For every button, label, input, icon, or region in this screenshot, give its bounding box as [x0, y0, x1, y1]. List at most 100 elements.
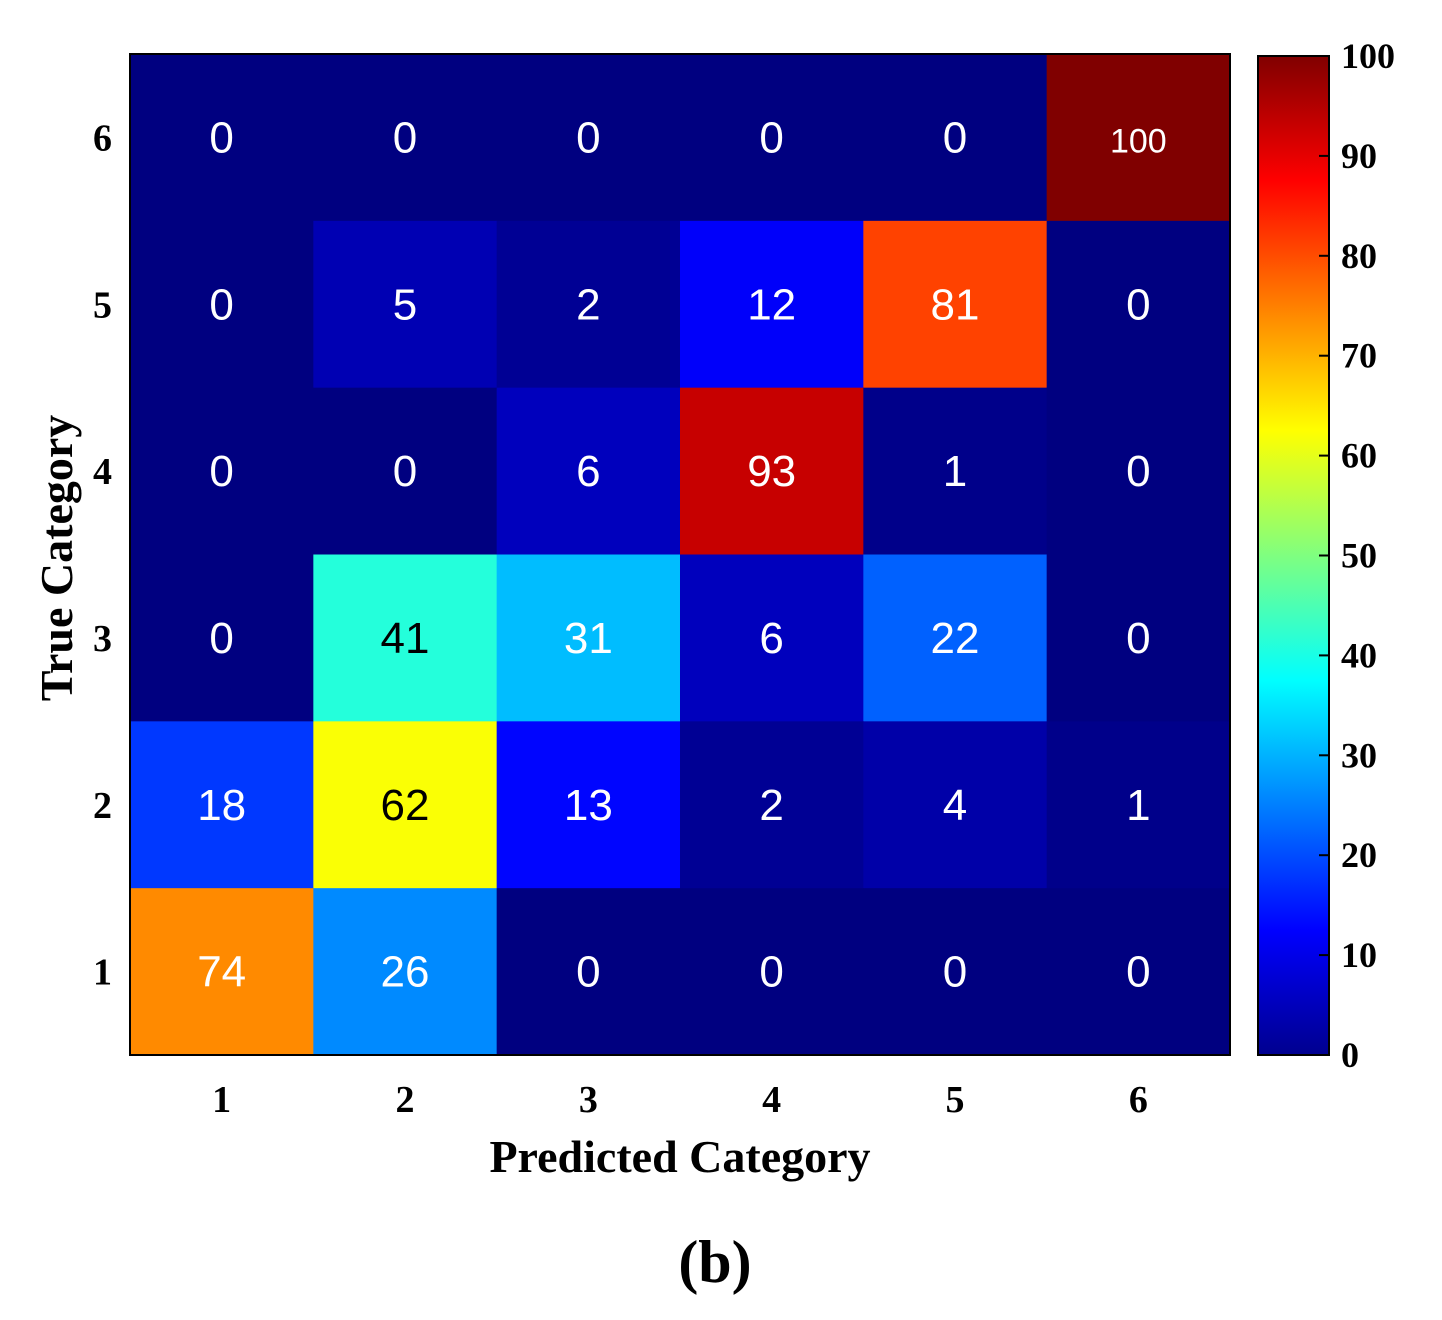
- cell-true-6-pred-6: [1046, 54, 1231, 222]
- cell-value: 12: [747, 280, 796, 329]
- cell-value: 2: [576, 280, 600, 329]
- cell-true-5-pred-2: [313, 220, 498, 389]
- cell-value: 0: [759, 113, 783, 162]
- plot-frame: [129, 53, 1231, 1056]
- x-axis-ticks: 1 2 3 4 5 6: [212, 1079, 1148, 1121]
- cell-value: 0: [209, 113, 233, 162]
- y-axis-label: True Category: [31, 415, 82, 702]
- cell-true-6-pred-3: [496, 54, 681, 222]
- colorbar-tick-label: 30: [1341, 735, 1377, 775]
- cell-value: 0: [209, 447, 233, 496]
- cell-value: 5: [393, 280, 417, 329]
- cell-value: 93: [747, 447, 796, 496]
- cell-true-4-pred-1: [130, 387, 314, 556]
- colorbar-tick-label: 60: [1341, 436, 1377, 476]
- cell-value: 22: [931, 614, 980, 663]
- cell-true-5-pred-3: [496, 220, 681, 389]
- cell-value: 18: [197, 781, 246, 830]
- cell-true-3-pred-5: [863, 554, 1048, 722]
- cell-value: 31: [564, 614, 613, 663]
- colorbar-tick-label: 70: [1341, 336, 1377, 376]
- cell-true-4-pred-5: [863, 387, 1048, 556]
- cell-true-3-pred-6: [1046, 554, 1231, 722]
- cell-true-5-pred-1: [130, 220, 314, 389]
- cell-value: 41: [381, 614, 430, 663]
- cell-value: 0: [759, 948, 783, 997]
- cell-value: 1: [943, 447, 967, 496]
- colorbar-tick-label: 40: [1341, 635, 1377, 675]
- cell-true-2-pred-6: [1046, 721, 1231, 889]
- x-tick-label: 4: [762, 1079, 781, 1121]
- cell-true-1-pred-2: [313, 888, 498, 1056]
- cell-value: 2: [759, 781, 783, 830]
- colorbar-tick-label: 10: [1341, 935, 1377, 975]
- cell-true-4-pred-4: [680, 387, 864, 556]
- y-tick-label: 6: [93, 117, 112, 159]
- y-tick-label: 3: [93, 618, 112, 660]
- colorbar-tick-label: 0: [1341, 1035, 1359, 1075]
- cell-true-2-pred-1: [130, 721, 314, 889]
- cell-value: 0: [393, 113, 417, 162]
- cell-true-5-pred-6: [1046, 220, 1231, 389]
- cell-true-2-pred-2: [313, 721, 498, 889]
- cell-true-6-pred-2: [313, 54, 498, 222]
- cell-value: 0: [393, 447, 417, 496]
- cell-true-1-pred-6: [1046, 888, 1231, 1056]
- cell-value: 0: [1126, 280, 1150, 329]
- y-tick-label: 4: [93, 451, 112, 493]
- colorbar: [1257, 55, 1330, 1056]
- y-tick-label: 5: [93, 284, 112, 326]
- cell-value: 6: [576, 447, 600, 496]
- cell-value: 26: [381, 948, 430, 997]
- cell-value: 0: [576, 113, 600, 162]
- cell-true-2-pred-3: [496, 721, 681, 889]
- x-tick-label: 6: [1129, 1079, 1148, 1121]
- cell-true-3-pred-2: [313, 554, 498, 722]
- cell-value: 0: [209, 280, 233, 329]
- cell-value: 1: [1126, 781, 1150, 830]
- x-tick-label: 3: [579, 1079, 598, 1121]
- cell-true-3-pred-3: [496, 554, 681, 722]
- colorbar-tick-label: 20: [1341, 835, 1377, 875]
- cell-value: 0: [576, 948, 600, 997]
- cell-value: 0: [209, 614, 233, 663]
- cell-true-4-pred-6: [1046, 387, 1231, 556]
- cell-value: 13: [564, 781, 613, 830]
- cell-true-4-pred-3: [496, 387, 681, 556]
- cell-true-5-pred-5: [863, 220, 1048, 389]
- cell-value: 0: [1126, 948, 1150, 997]
- cell-value: 0: [943, 948, 967, 997]
- cell-value: 81: [931, 280, 980, 329]
- panel-label: (b): [678, 1229, 751, 1295]
- colorbar-tick-label: 90: [1341, 136, 1377, 176]
- cell-true-6-pred-4: [680, 54, 864, 222]
- y-axis-ticks: 6 5 4 3 2 1: [93, 117, 112, 993]
- colorbar-tick-label: 50: [1341, 536, 1377, 576]
- x-tick-label: 5: [946, 1079, 965, 1121]
- cell-true-2-pred-4: [680, 721, 864, 889]
- cell-true-1-pred-3: [496, 888, 681, 1056]
- cell-value: 100: [1110, 122, 1167, 160]
- cell-true-3-pred-1: [130, 554, 314, 722]
- cell-value: 4: [943, 781, 967, 830]
- cell-true-1-pred-1: [130, 888, 314, 1056]
- cell-true-1-pred-4: [680, 888, 864, 1056]
- cell-true-6-pred-5: [863, 54, 1048, 222]
- x-axis-label: Predicted Category: [489, 1131, 870, 1182]
- x-tick-label: 2: [396, 1079, 415, 1121]
- colorbar-tick-label: 100: [1341, 36, 1395, 76]
- colorbar-ticks: 0 10 20 30 40 50 60 70 80 90 100: [1319, 36, 1395, 1075]
- cell-true-2-pred-5: [863, 721, 1048, 889]
- cell-value: 6: [759, 614, 783, 663]
- cell-value: 0: [943, 113, 967, 162]
- colorbar-tick-label: 80: [1341, 236, 1377, 276]
- y-tick-label: 2: [93, 785, 112, 827]
- cell-value: 74: [197, 948, 246, 997]
- cell-true-6-pred-1: [130, 54, 314, 222]
- cell-value: 62: [381, 781, 430, 830]
- cell-value: 0: [1126, 447, 1150, 496]
- cell-true-4-pred-2: [313, 387, 498, 556]
- cell-true-5-pred-4: [680, 220, 864, 389]
